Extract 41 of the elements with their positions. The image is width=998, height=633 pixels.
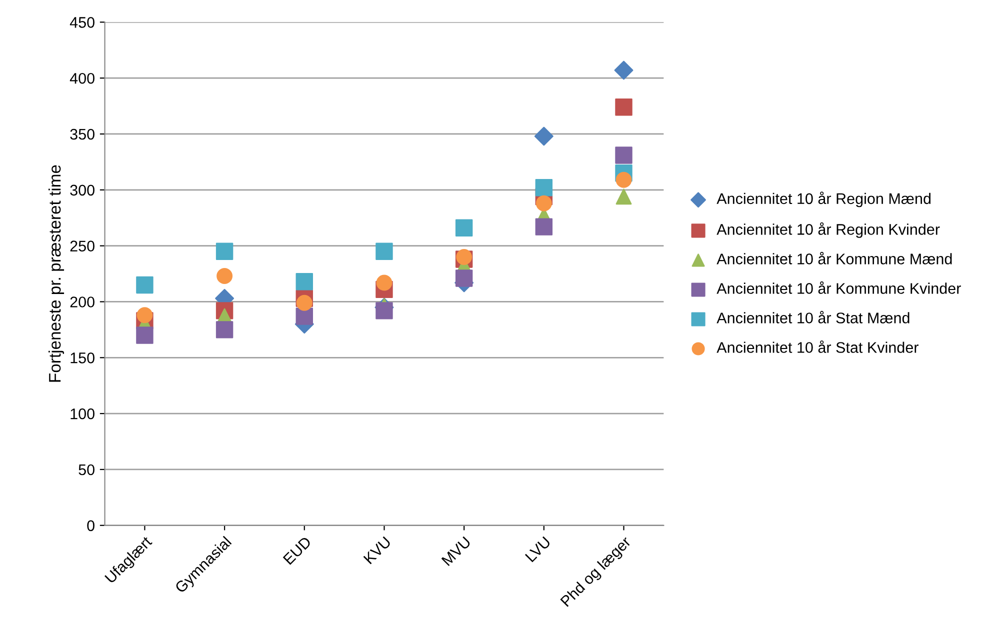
y-axis-title: Fortjeneste pr. præsteret time [48, 165, 64, 382]
y-tick-label: 0 [87, 520, 94, 532]
point [296, 272, 314, 290]
point [534, 126, 554, 146]
y-tick-label: 450 [70, 17, 94, 28]
point [136, 276, 154, 294]
point [615, 146, 632, 164]
point [535, 179, 553, 196]
legend-label: Anciennitet 10 år Region Mænd [716, 192, 930, 208]
point [296, 294, 312, 311]
point [136, 326, 154, 344]
y-tick-label: 50 [78, 464, 94, 476]
point [616, 172, 632, 188]
y-tick-label: 200 [70, 296, 94, 308]
y-tick-label: 400 [70, 72, 94, 84]
point [136, 307, 153, 324]
point [615, 98, 632, 116]
point [216, 268, 233, 284]
legend-label: Anciennitet 10 år Kommune Mænd [716, 252, 952, 264]
legend-label: Anciennitet 10 år Kommune Kvinder [716, 281, 961, 294]
legend-label: Anciennitet 10 år Stat Kvinder [716, 340, 918, 353]
point [216, 321, 234, 338]
point [456, 249, 472, 265]
y-tick-label: 150 [70, 352, 94, 364]
point [376, 302, 393, 320]
point [616, 188, 632, 205]
point [536, 195, 552, 212]
y-tick-label: 300 [70, 184, 94, 196]
legend-label: Anciennitet 10 år Stat Mænd [716, 310, 910, 324]
point [614, 60, 634, 80]
point [216, 242, 234, 260]
point [376, 274, 392, 291]
point [455, 219, 473, 237]
point [535, 218, 553, 236]
y-tick-label: 250 [70, 240, 94, 252]
y-tick-label: 100 [70, 408, 94, 420]
y-tick-label: 350 [70, 128, 94, 140]
point [296, 308, 314, 325]
legend-label: Anciennitet 10 år Region Kvinder [716, 222, 940, 238]
point [455, 270, 473, 287]
point [376, 242, 393, 260]
